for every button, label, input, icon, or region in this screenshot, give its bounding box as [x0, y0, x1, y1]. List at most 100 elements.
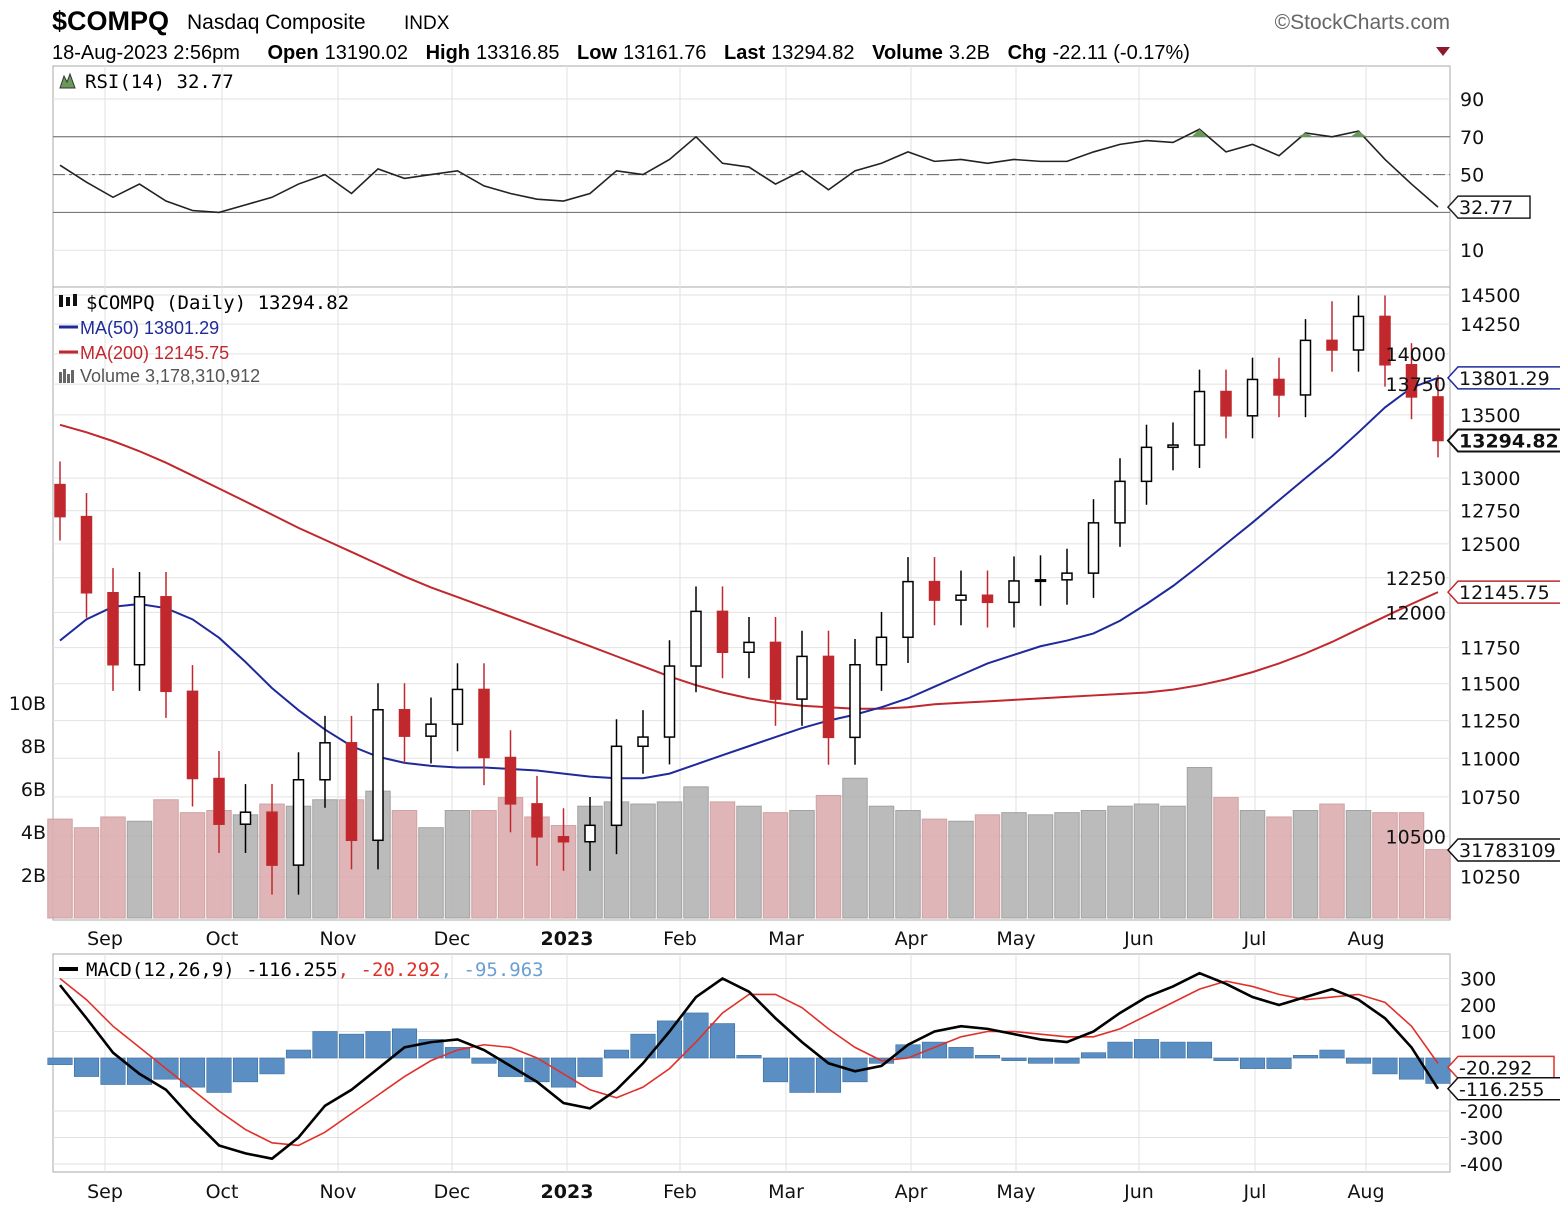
macd-x-tick-label: Apr: [895, 1181, 928, 1203]
ma50-line: [59, 376, 1439, 780]
candle-body: [902, 580, 914, 639]
x-tick-label: Apr: [895, 928, 928, 950]
candle-body: [743, 641, 755, 653]
macd-histogram-bar: [1133, 1039, 1160, 1059]
volume-tick-label: 6B: [21, 779, 46, 801]
x-tick-label: Feb: [663, 928, 697, 950]
exchange: INDX: [404, 13, 450, 34]
price-tick-label: 12250: [1386, 568, 1446, 590]
volume-bar: [444, 810, 471, 919]
macd-histogram-bar: [365, 1031, 391, 1059]
macd-histogram-bar: [789, 1057, 815, 1093]
volume-bar: [1345, 810, 1372, 919]
macd-histogram-bar: [1027, 1057, 1054, 1064]
x-tick-label: 2023: [541, 928, 594, 950]
macd-histogram-bar: [1186, 1041, 1213, 1059]
candle-body: [133, 596, 146, 666]
candle-body: [239, 811, 252, 825]
macd-histogram-bar: [524, 1057, 550, 1083]
ma50-value-tag: [1446, 366, 1560, 390]
macd-legend: MACD(12,26,9) -116.255, -20.292, -95.963: [86, 959, 544, 981]
open-value: 13190.02: [325, 42, 408, 64]
candle-body: [1140, 446, 1153, 483]
macd-x-tick-label: May: [996, 1181, 1035, 1203]
price-tick-label: 11750: [1460, 638, 1520, 660]
macd-histogram-bar: [338, 1033, 365, 1059]
candle-body: [1405, 364, 1418, 398]
volume-bar: [815, 794, 842, 919]
macd-x-tick-label: Dec: [434, 1181, 471, 1203]
candle-body: [822, 655, 835, 739]
candle-body: [1087, 522, 1100, 574]
macd-x-tick-label: Aug: [1347, 1181, 1384, 1203]
macd-histogram-bar: [1266, 1057, 1292, 1069]
x-tick-label: Dec: [434, 928, 471, 950]
volume-tick-label: 8B: [21, 736, 46, 758]
volume-bar: [418, 827, 444, 919]
price-tick-label: 14500: [1460, 285, 1520, 307]
volume-tick-label: 2B: [21, 865, 46, 887]
macd-histogram-bar: [709, 1023, 736, 1059]
candle-body: [398, 708, 411, 737]
volume-bar: [179, 812, 206, 919]
volume-bar: [47, 818, 73, 919]
macd-tick-label: -300: [1460, 1128, 1503, 1150]
macd-signal-value-tag-label: -20.292: [1459, 1057, 1532, 1079]
candle-body: [1299, 339, 1312, 396]
candle-body: [849, 663, 861, 739]
volume-bar: [630, 803, 656, 919]
volume-icon: [59, 369, 74, 383]
macd-histogram-bar: [444, 1047, 471, 1059]
rsi-value-tag-label: 32.77: [1459, 197, 1513, 219]
candle-body: [213, 777, 225, 825]
candle-body: [1061, 572, 1073, 581]
volume-bar: [1266, 816, 1292, 919]
candle-body: [584, 824, 596, 843]
volume-bar: [100, 816, 126, 919]
symbol: $COMPQ: [52, 6, 169, 36]
macd-tick-label: -400: [1460, 1154, 1503, 1176]
macd-x-tick-label: 2023: [541, 1181, 594, 1203]
high-value: 13316.85: [476, 42, 559, 64]
macd-x-tick-label: Feb: [663, 1181, 697, 1203]
x-tick-label: Jun: [1123, 928, 1154, 950]
volume-bar: [1239, 810, 1266, 919]
volume-bar: [1372, 812, 1398, 919]
volume-bar: [471, 810, 497, 919]
candle-body: [292, 779, 305, 866]
macd-line: [58, 971, 1440, 1161]
macd-histogram-bar: [656, 1020, 683, 1059]
macd-tick-label: 300: [1460, 969, 1496, 991]
macd-histogram-bar: [550, 1057, 577, 1088]
candle-body: [186, 690, 199, 780]
candle-body: [1193, 390, 1206, 446]
volume-bar: [1319, 803, 1345, 919]
volume-bar: [1027, 814, 1054, 919]
price-tick-label: 12000: [1386, 602, 1446, 624]
macd-histogram-bar: [1345, 1057, 1372, 1064]
price-tick-label: 13750: [1386, 374, 1446, 396]
ma200-line: [59, 423, 1439, 710]
volume-bar: [126, 820, 153, 919]
price-tick-label: 11500: [1460, 674, 1520, 696]
candle-body: [955, 594, 967, 601]
macd-histogram-bar: [259, 1057, 285, 1075]
macd-histogram-bar: [471, 1057, 497, 1064]
macd-x-tick-label: Jul: [1243, 1181, 1267, 1203]
macd-histogram-bar: [1160, 1041, 1186, 1059]
price-tick-label: 12750: [1460, 501, 1520, 523]
triangle-down-icon: [1436, 47, 1450, 56]
volume-bar: [1054, 812, 1080, 919]
price-tick-label: 10250: [1460, 867, 1520, 889]
price-tick-label: 10500: [1386, 826, 1446, 848]
candle-body: [54, 483, 66, 518]
volume-bar: [391, 810, 418, 919]
rsi-tick-label: 90: [1460, 89, 1484, 111]
index-name: Nasdaq Composite: [187, 11, 366, 34]
price-panel: [52, 286, 1451, 921]
candle-body: [1432, 396, 1444, 442]
rsi-overbought-fill: [1350, 131, 1367, 137]
macd-histogram-bar: [974, 1055, 1001, 1059]
candle-body: [80, 515, 93, 594]
volume-bar: [789, 810, 815, 919]
